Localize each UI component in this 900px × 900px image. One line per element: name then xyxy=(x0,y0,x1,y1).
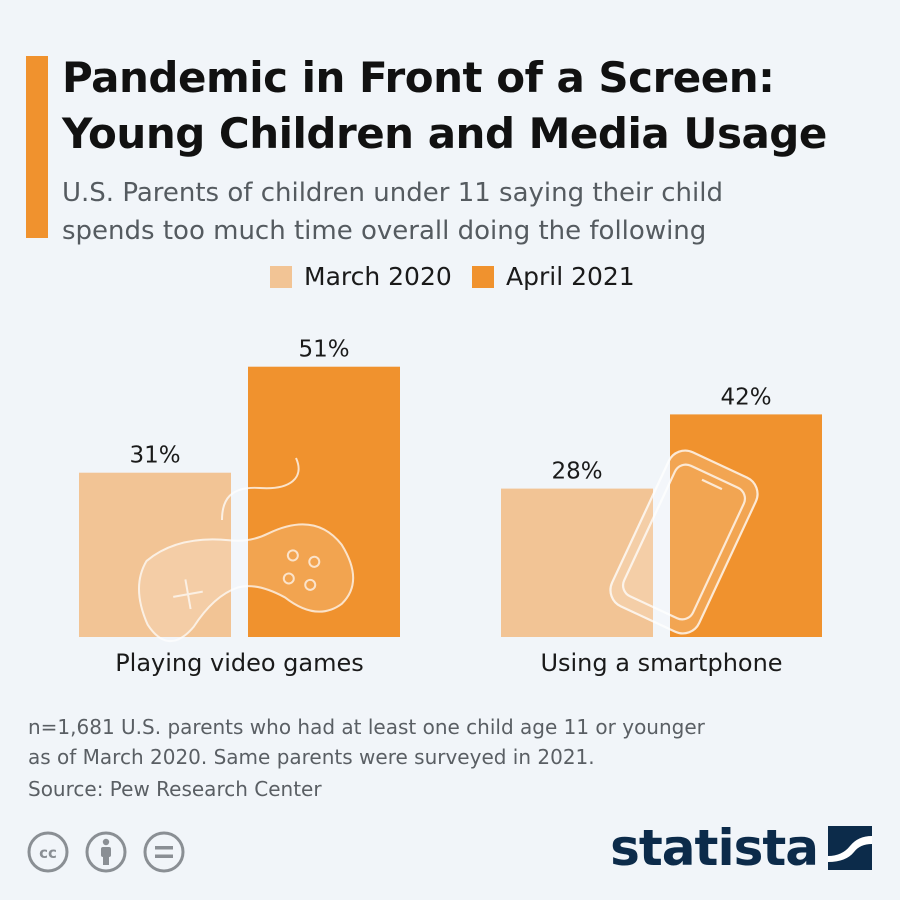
svg-text:cc: cc xyxy=(39,844,57,862)
no-derivatives-icon[interactable] xyxy=(142,830,186,874)
source-text: Source: Pew Research Center xyxy=(28,777,322,801)
category-label-using-a-smartphone: Using a smartphone xyxy=(540,649,782,677)
statista-logo-icon xyxy=(828,826,872,870)
attribution-icon[interactable] xyxy=(84,830,128,874)
legend-item-april-2021: April 2021 xyxy=(472,262,635,291)
legend: March 2020 April 2021 xyxy=(0,262,900,292)
subtitle-line-1: U.S. Parents of children under 11 saying… xyxy=(62,178,723,208)
legend-item-march-2020: March 2020 xyxy=(270,262,452,291)
license-badges: cc xyxy=(26,830,186,874)
subtitle-line-2: spends too much time overall doing the f… xyxy=(62,216,707,246)
legend-swatch-april-2021 xyxy=(472,265,494,288)
legend-label-march-2020: March 2020 xyxy=(304,262,452,291)
creative-commons-icon[interactable]: cc xyxy=(26,830,70,874)
bar-chart: 31% 51% Playing video games 28% 42% Using a s… xyxy=(79,337,822,677)
accent-bar xyxy=(26,56,48,238)
data-label-using-a-smartphone-april-2021: 42% xyxy=(720,384,771,410)
statista-logo[interactable]: statista xyxy=(610,818,872,878)
footnote-line-2: as of March 2020. Same parents were surv… xyxy=(28,745,595,769)
data-label-playing-video-games-march-2020: 31% xyxy=(129,443,180,469)
title-line-1: Pandemic in Front of a Screen: xyxy=(62,53,775,102)
data-label-playing-video-games-april-2021: 51% xyxy=(298,337,349,363)
category-label-playing-video-games: Playing video games xyxy=(115,649,364,677)
bar-using-a-smartphone-april-2021 xyxy=(670,414,822,637)
bar-using-a-smartphone-march-2020 xyxy=(501,488,653,637)
brand-name: statista xyxy=(610,819,819,877)
footnote-line-1: n=1,681 U.S. parents who had at least on… xyxy=(28,715,705,739)
gamepad-icon xyxy=(138,457,355,643)
data-label-using-a-smartphone-march-2020: 28% xyxy=(551,459,602,485)
smartphone-icon xyxy=(609,449,759,635)
footnote: n=1,681 U.S. parents who had at least on… xyxy=(28,712,878,772)
title-line-2: Young Children and Media Usage xyxy=(62,109,827,158)
chart-subtitle: U.S. Parents of children under 11 saying… xyxy=(62,174,882,250)
chart-title: Pandemic in Front of a Screen: Young Chi… xyxy=(62,50,892,162)
bars-layer: 31% 51% Playing video games 28% 42% Using a s… xyxy=(79,337,822,677)
legend-label-april-2021: April 2021 xyxy=(506,262,635,291)
legend-swatch-march-2020 xyxy=(270,265,292,288)
